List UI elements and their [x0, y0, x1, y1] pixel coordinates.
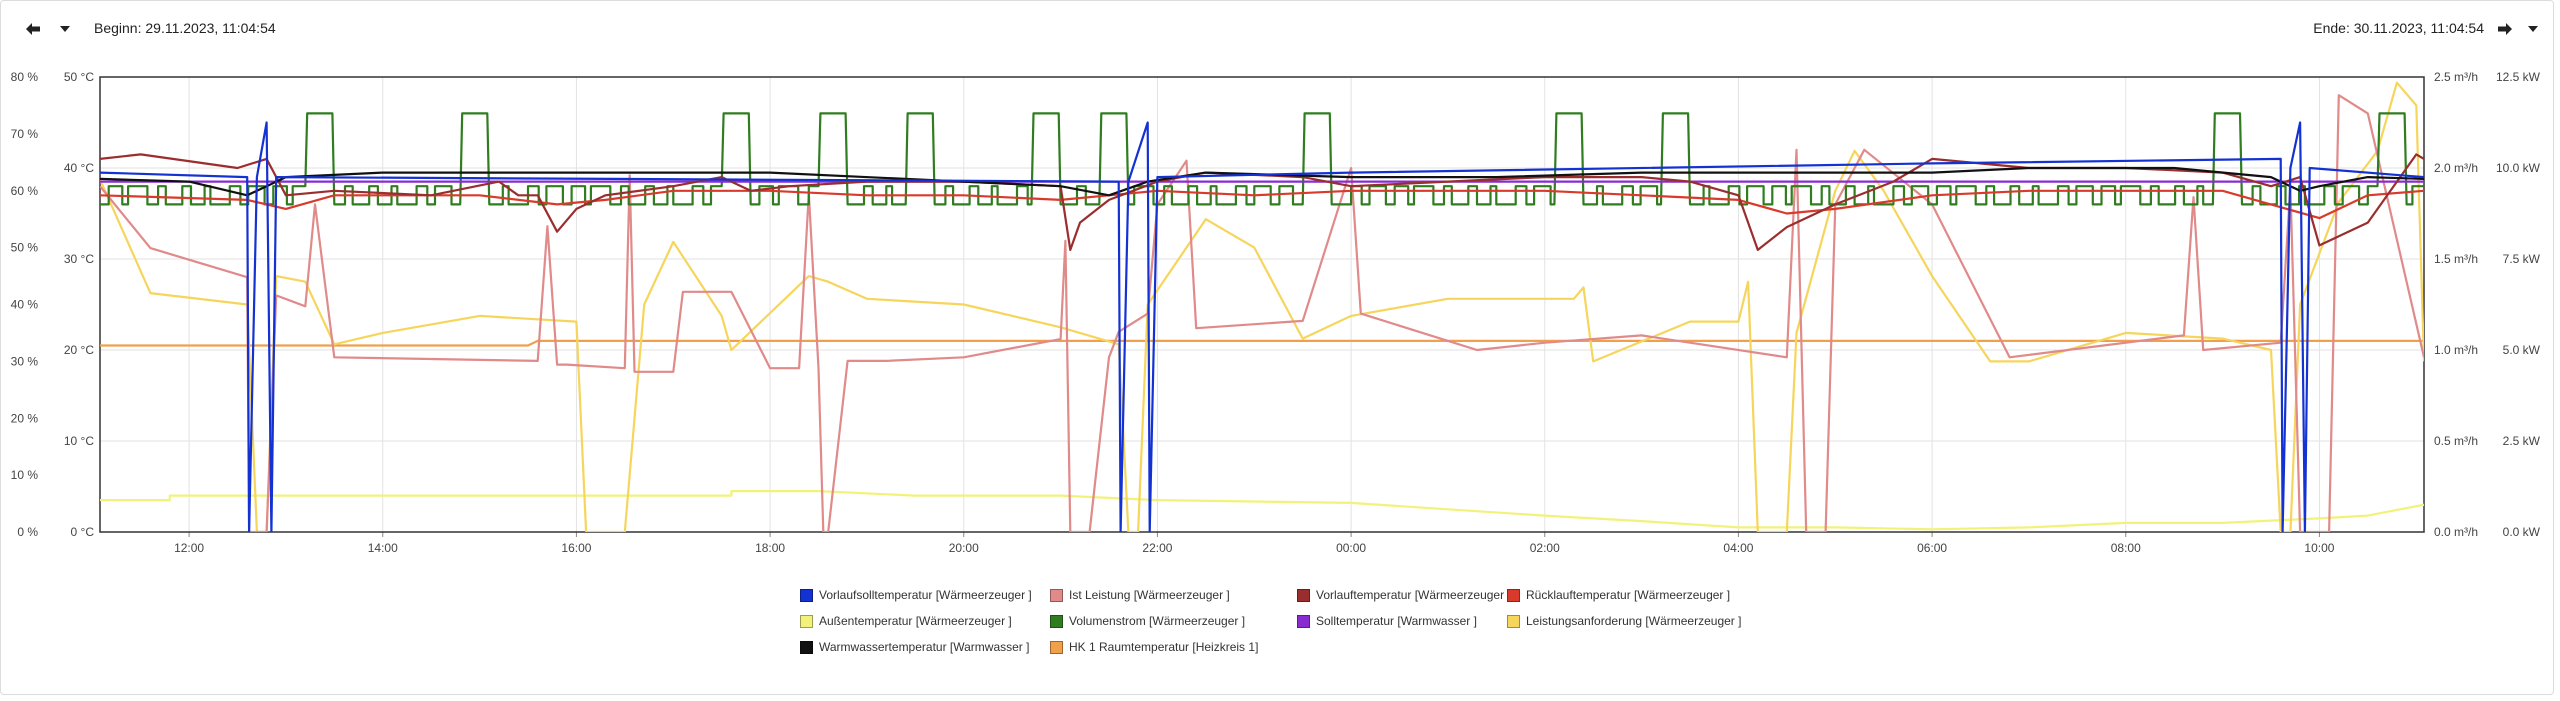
series-line-volumenstrom [100, 112, 2424, 206]
prev-period-button[interactable] [22, 18, 44, 40]
legend-item[interactable]: Ist Leistung [Wärmeerzeuger ] [1050, 588, 1230, 602]
legend-item[interactable]: Vorlauftemperatur [Wärmeerzeuger ] [1297, 588, 1511, 602]
legend-item[interactable]: Rücklauftemperatur [Wärmeerzeuger ] [1507, 588, 1730, 602]
legend-swatch [1297, 588, 1310, 602]
legend-swatch [800, 614, 813, 628]
y-tick-label-percent: 50 % [11, 241, 39, 255]
x-tick-label: 18:00 [755, 541, 785, 555]
x-tick-label: 12:00 [174, 541, 204, 555]
plot-border [99, 76, 2425, 533]
y-tick-label-power: 0.0 kW [2503, 525, 2541, 539]
legend-label: Leistungsanforderung [Wärmeerzeuger ] [1526, 614, 1742, 628]
caret-down-icon [2528, 26, 2538, 32]
legend-item[interactable]: Leistungsanforderung [Wärmeerzeuger ] [1507, 614, 1741, 628]
legend-label: Rücklauftemperatur [Wärmeerzeuger ] [1526, 588, 1731, 602]
legend-item[interactable]: Solltemperatur [Warmwasser ] [1297, 614, 1477, 628]
y-tick-label-percent: 0 % [17, 525, 38, 539]
y-tick-label-temp: 10 °C [64, 434, 94, 448]
legend-label: HK 1 Raumtemperatur [Heizkreis 1] [1069, 640, 1259, 654]
y-tick-label-percent: 60 % [11, 184, 39, 198]
y-tick-label-power: 7.5 kW [2503, 252, 2541, 266]
y-tick-label-power: 5.0 kW [2503, 343, 2541, 357]
y-tick-label-power: 12.5 kW [2496, 70, 2541, 84]
y-tick-label-flow: 0.0 m³/h [2434, 525, 2478, 539]
y-tick-label-temp: 30 °C [64, 252, 94, 266]
legend-item[interactable]: Warmwassertemperatur [Warmwasser ] [800, 640, 1029, 654]
legend-label: Vorlaufsolltemperatur [Wärmeerzeuger ] [819, 588, 1032, 602]
series-line-ist-leistung [100, 94, 2424, 532]
y-tick-label-percent: 70 % [11, 127, 39, 141]
x-tick-label: 08:00 [2111, 541, 2141, 555]
end-timestamp: Ende: 30.11.2023, 11:04:54 [2313, 20, 2484, 36]
y-tick-label-power: 2.5 kW [2503, 434, 2541, 448]
legend-swatch [1050, 588, 1063, 602]
legend-swatch [800, 640, 813, 654]
arrow-right-icon [2498, 23, 2512, 35]
y-tick-label-flow: 2.5 m³/h [2434, 70, 2478, 84]
x-tick-label: 04:00 [1723, 541, 1753, 555]
legend-label: Warmwassertemperatur [Warmwasser ] [819, 640, 1030, 654]
caret-down-icon [60, 26, 70, 32]
y-tick-label-percent: 30 % [11, 354, 39, 368]
chart-legend: Vorlaufsolltemperatur [Wärmeerzeuger ] Is… [800, 588, 1780, 668]
legend-swatch [1297, 614, 1310, 628]
y-tick-label-flow: 0.5 m³/h [2434, 434, 2478, 448]
x-tick-label: 14:00 [368, 541, 398, 555]
legend-swatch [1050, 614, 1063, 628]
legend-item[interactable]: HK 1 Raumtemperatur [Heizkreis 1] [1050, 640, 1258, 654]
legend-item[interactable]: Volumenstrom [Wärmeerzeuger ] [1050, 614, 1245, 628]
legend-label: Vorlauftemperatur [Wärmeerzeuger ] [1316, 588, 1511, 602]
x-tick-label: 10:00 [2304, 541, 2334, 555]
x-tick-label: 02:00 [1530, 541, 1560, 555]
y-tick-label-percent: 20 % [11, 411, 39, 425]
legend-label: Ist Leistung [Wärmeerzeuger ] [1069, 588, 1230, 602]
x-tick-label: 20:00 [949, 541, 979, 555]
legend-item[interactable]: Außentemperatur [Wärmeerzeuger ] [800, 614, 1012, 628]
legend-swatch [1507, 588, 1520, 602]
y-tick-label-temp: 40 °C [64, 161, 94, 175]
y-tick-label-flow: 2.0 m³/h [2434, 161, 2478, 175]
y-tick-label-percent: 80 % [11, 70, 39, 84]
arrow-left-icon [26, 23, 40, 35]
legend-label: Außentemperatur [Wärmeerzeuger ] [819, 614, 1012, 628]
y-tick-label-temp: 0 °C [71, 525, 95, 539]
line-chart: 12:00 14:00 16:00 18:00 20:00 22:00 00:00 02:00… [11, 70, 2541, 555]
y-tick-label-temp: 20 °C [64, 343, 94, 357]
next-period-button[interactable] [2494, 18, 2516, 40]
legend-item[interactable]: Vorlaufsolltemperatur [Wärmeerzeuger ] [800, 588, 1032, 602]
y-tick-label-temp: 50 °C [64, 70, 94, 84]
x-tick-label: 06:00 [1917, 541, 1947, 555]
series-line-außentemperatur [100, 490, 2424, 531]
legend-label: Solltemperatur [Warmwasser ] [1316, 614, 1477, 628]
y-tick-label-flow: 1.0 m³/h [2434, 343, 2478, 357]
y-tick-label-percent: 10 % [11, 468, 39, 482]
legend-swatch [1050, 640, 1063, 654]
x-tick-label: 16:00 [561, 541, 591, 555]
legend-swatch [1507, 614, 1520, 628]
x-tick-label: 00:00 [1336, 541, 1366, 555]
y-tick-label-power: 10.0 kW [2496, 161, 2541, 175]
x-tick-label: 22:00 [1142, 541, 1172, 555]
y-tick-label-percent: 40 % [11, 298, 39, 312]
series-line-vorlaufsolltemperatur [100, 121, 2424, 532]
end-dropdown-button[interactable] [2522, 18, 2544, 40]
begin-dropdown-button[interactable] [54, 18, 76, 40]
y-tick-label-flow: 1.5 m³/h [2434, 252, 2478, 266]
series-line-rücklauftemperatur [100, 189, 2424, 220]
legend-swatch [800, 588, 813, 602]
series-line-hk-1-raumtemperatur [100, 339, 2424, 347]
series-line-leistungsanforderung [100, 81, 2424, 532]
legend-label: Volumenstrom [Wärmeerzeuger ] [1069, 614, 1246, 628]
begin-timestamp: Beginn: 29.11.2023, 11:04:54 [94, 20, 276, 36]
